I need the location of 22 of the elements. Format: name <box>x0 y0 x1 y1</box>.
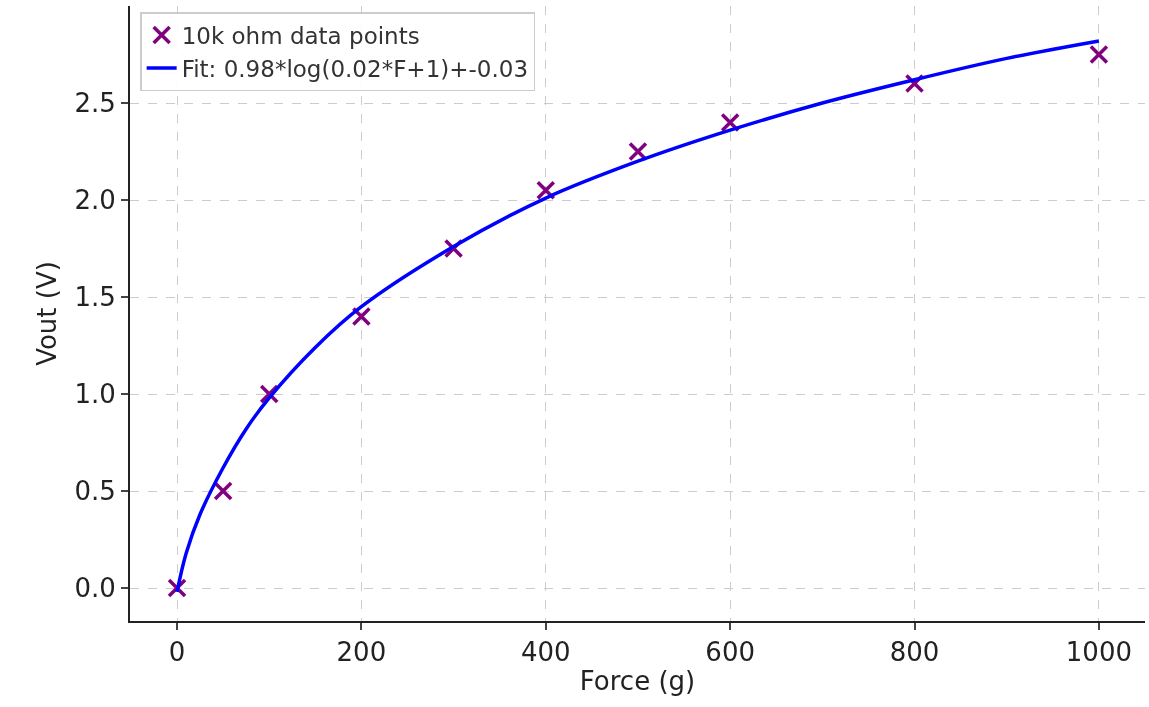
x-tick-label: 0 <box>168 637 186 668</box>
legend-label: Fit: 0.98*log(0.02*F+1)+-0.03 <box>181 55 529 82</box>
x-tick-label: 200 <box>336 637 387 668</box>
x-tick-label: 800 <box>889 637 940 668</box>
x-tick-label: 400 <box>520 637 571 668</box>
point <box>259 384 279 404</box>
x-tick-label: 1000 <box>1065 637 1132 668</box>
x-axis-title: Force (g) <box>579 666 696 697</box>
legend-label: 10k ohm data points <box>181 23 420 50</box>
x-tick-label: 600 <box>705 637 755 668</box>
y-tick-label: 0.0 <box>74 573 116 604</box>
point <box>628 141 648 162</box>
y-axis-title: Vout (V) <box>32 261 63 366</box>
y-tick-label: 1.0 <box>74 379 116 410</box>
point <box>1089 44 1109 65</box>
y-tick-label: 0.5 <box>74 476 116 507</box>
point <box>720 112 740 133</box>
y-tick-label: 1.5 <box>74 282 116 313</box>
point <box>536 180 556 201</box>
point <box>213 481 233 501</box>
y-tick-label: 2.5 <box>74 88 116 119</box>
y-tick-label: 2.0 <box>74 185 116 216</box>
